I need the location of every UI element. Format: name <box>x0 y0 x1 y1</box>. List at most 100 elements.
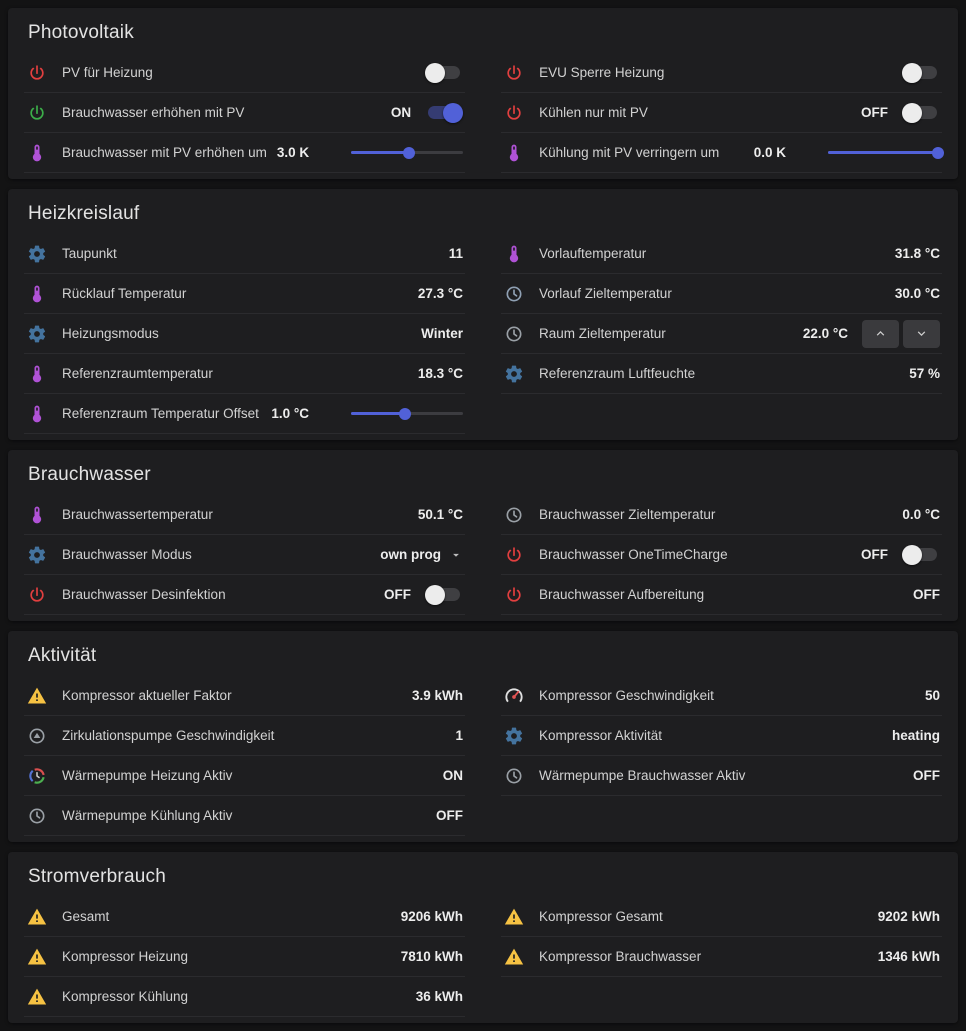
entity-row[interactable]: Kompressor Heizung 7810 kWh <box>24 937 465 977</box>
power-icon <box>503 63 525 83</box>
entity-row[interactable]: Wärmepumpe Brauchwasser Aktiv OFF <box>501 756 942 796</box>
entity-row[interactable]: Heizungsmodus Winter <box>24 314 465 354</box>
entity-row[interactable]: Brauchwassertemperatur 50.1 °C <box>24 495 465 535</box>
entity-label: Raum Zieltemperatur <box>539 326 666 341</box>
entity-label: Vorlauf Zieltemperatur <box>539 286 672 301</box>
toggle-switch[interactable] <box>902 544 940 565</box>
entity-label: Gesamt <box>62 909 110 924</box>
section-heizkreislauf: Heizkreislauf Taupunkt 11 Rücklauf Temperat… <box>8 189 958 440</box>
entity-row[interactable]: Rücklauf Temperatur 27.3 °C <box>24 274 465 314</box>
entity-label: Brauchwasser mit PV erhöhen um <box>62 145 267 160</box>
section-column: Gesamt 9206 kWh Kompressor Heizung 7810 kWh… <box>24 897 465 1017</box>
stepper <box>862 319 940 348</box>
entity-row[interactable]: EVU Sperre Heizung <box>501 53 942 93</box>
toggle-switch[interactable] <box>425 102 464 123</box>
entity-value: 36 kWh <box>415 989 463 1004</box>
entity-row[interactable]: Brauchwasser mit PV erhöhen um 3.0 K <box>24 133 466 173</box>
entity-row[interactable]: Vorlauftemperatur 31.8 °C <box>501 234 942 274</box>
section-stromverbrauch: Stromverbrauch Gesamt 9206 kWh Kompressor H… <box>8 852 958 1023</box>
entity-row[interactable]: Brauchwasser erhöhen mit PV ON <box>24 93 466 133</box>
entity-value: OFF <box>913 587 940 602</box>
entity-row[interactable]: Kompressor aktueller Faktor 3.9 kWh <box>24 676 465 716</box>
section-aktivitaet: Aktivität Kompressor aktueller Faktor 3.9 … <box>8 631 958 842</box>
entity-label: Referenzraumtemperatur <box>62 366 213 381</box>
entity-row[interactable]: Brauchwasser Desinfektion OFF <box>24 575 465 615</box>
entity-row[interactable]: Kompressor Aktivität heating <box>501 716 942 756</box>
entity-value[interactable]: own prog <box>380 547 441 562</box>
section-title: Photovoltaik <box>28 22 134 43</box>
entity-row[interactable]: Kompressor Gesamt 9202 kWh <box>501 897 942 937</box>
section-column: Kompressor Geschwindigkeit 50 Kompressor A… <box>501 676 942 836</box>
entity-row[interactable]: Brauchwasser OneTimeCharge OFF <box>501 535 942 575</box>
entity-value: 22.0 °C <box>802 326 848 341</box>
entity-value: ON <box>390 105 412 120</box>
entity-value: ON <box>442 768 463 783</box>
entity-value: 11 <box>448 246 463 261</box>
slider[interactable] <box>828 143 944 163</box>
thermostat-dial-icon <box>503 505 525 525</box>
section-column: EVU Sperre Heizung Kühlen nur mit PV OFF Kü… <box>501 53 944 173</box>
entity-label: Wärmepumpe Brauchwasser Aktiv <box>539 768 746 783</box>
chevron-down-icon[interactable] <box>449 548 463 562</box>
entity-row[interactable]: Brauchwasser Aufbereitung OFF <box>501 575 942 615</box>
toggle-switch[interactable] <box>902 102 940 123</box>
entity-value: 30.0 °C <box>894 286 940 301</box>
warning-icon <box>26 987 48 1007</box>
entity-value: OFF <box>384 587 411 602</box>
section-title: Aktivität <box>28 645 97 666</box>
entity-value: 9202 kWh <box>877 909 940 924</box>
entity-row[interactable]: Kompressor Kühlung 36 kWh <box>24 977 465 1017</box>
warning-icon <box>503 907 525 927</box>
entity-row[interactable]: Referenzraum Temperatur Offset 1.0 °C <box>24 394 465 434</box>
entity-value: OFF <box>913 768 940 783</box>
entity-row[interactable]: Taupunkt 11 <box>24 234 465 274</box>
toggle-switch[interactable] <box>425 584 463 605</box>
gear-icon <box>26 545 48 565</box>
entity-value: 27.3 °C <box>417 286 463 301</box>
entity-row[interactable]: PV für Heizung <box>24 53 466 93</box>
entity-row[interactable]: Brauchwasser Zieltemperatur 0.0 °C <box>501 495 942 535</box>
entity-row[interactable]: Wärmepumpe Kühlung Aktiv OFF <box>24 796 465 836</box>
slider[interactable] <box>351 143 464 163</box>
entity-label: Wärmepumpe Heizung Aktiv <box>62 768 233 783</box>
entity-value: heating <box>891 728 940 743</box>
entity-label: PV für Heizung <box>62 65 153 80</box>
entity-row[interactable]: Kompressor Geschwindigkeit 50 <box>501 676 942 716</box>
entity-label: Kompressor Heizung <box>62 949 189 964</box>
entity-value: 0.0 K <box>753 145 786 160</box>
decrease-button[interactable] <box>903 319 940 348</box>
entity-row[interactable]: Raum Zieltemperatur 22.0 °C <box>501 314 942 354</box>
entity-row[interactable]: Brauchwasser Modus own prog <box>24 535 465 575</box>
entity-value: 18.3 °C <box>417 366 463 381</box>
entity-value: 1.0 °C <box>271 406 309 421</box>
entity-row[interactable]: Kühlung mit PV verringern um 0.0 K <box>501 133 944 173</box>
entity-label: Brauchwasser OneTimeCharge <box>539 547 728 562</box>
gear-icon <box>503 364 525 384</box>
section-column: Kompressor Gesamt 9202 kWh Kompressor Brau… <box>501 897 942 1017</box>
entity-row[interactable]: Kompressor Brauchwasser 1346 kWh <box>501 937 942 977</box>
thermostat-dial-icon <box>26 806 48 826</box>
entity-row[interactable]: Vorlauf Zieltemperatur 30.0 °C <box>501 274 942 314</box>
entity-value: 7810 kWh <box>400 949 463 964</box>
section-column: Brauchwassertemperatur 50.1 °C Brauchwasse… <box>24 495 465 615</box>
entity-row[interactable]: Kühlen nur mit PV OFF <box>501 93 942 133</box>
gear-icon <box>503 726 525 746</box>
entity-label: Rücklauf Temperatur <box>62 286 187 301</box>
increase-button[interactable] <box>862 319 899 348</box>
thermometer-icon <box>503 244 525 264</box>
entity-row[interactable]: Zirkulationspumpe Geschwindigkeit 1 <box>24 716 465 756</box>
warning-icon <box>503 947 525 967</box>
power-icon <box>503 103 525 123</box>
warning-icon <box>26 947 48 967</box>
section-column: Taupunkt 11 Rücklauf Temperatur 27.3 °C Heiz… <box>24 234 465 434</box>
toggle-switch[interactable] <box>425 62 463 83</box>
toggle-switch[interactable] <box>902 62 940 83</box>
entity-row[interactable]: Gesamt 9206 kWh <box>24 897 465 937</box>
thermometer-icon <box>26 143 48 163</box>
entity-row[interactable]: Wärmepumpe Heizung Aktiv ON <box>24 756 465 796</box>
entity-label: Brauchwasser Aufbereitung <box>539 587 705 602</box>
entity-row[interactable]: Referenzraum Luftfeuchte 57 % <box>501 354 942 394</box>
entity-row[interactable]: Referenzraumtemperatur 18.3 °C <box>24 354 465 394</box>
slider[interactable] <box>351 404 463 424</box>
